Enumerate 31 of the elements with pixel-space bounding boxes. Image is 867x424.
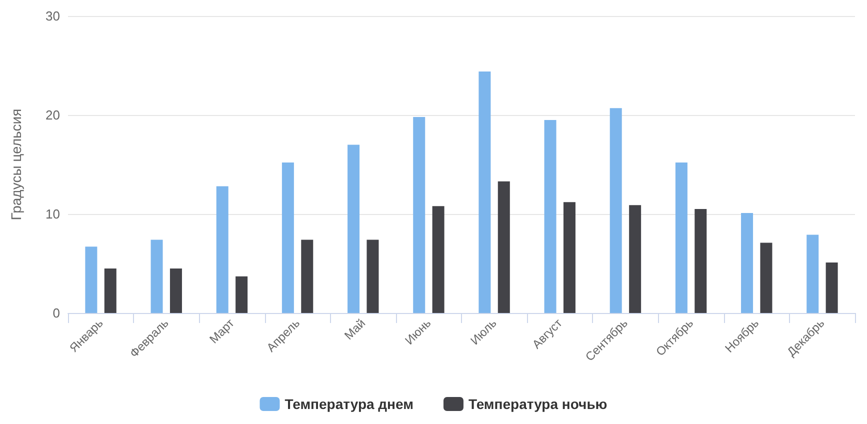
bar [432,206,444,313]
bar [544,120,556,313]
bar [563,202,576,313]
bar [806,234,819,313]
bar [741,213,754,313]
bar [170,268,182,313]
bar [85,246,98,313]
bar [236,276,248,313]
bar [366,240,379,313]
y-tick-label: 30 [46,8,60,24]
y-tick-label: 0 [52,306,60,320]
bar [498,181,510,313]
bar [282,162,294,313]
bar [301,240,314,313]
bar [150,240,163,313]
legend-label: Температура ночью [468,396,608,412]
bar [104,268,116,313]
bar [216,186,228,313]
y-tick-label: 10 [46,206,60,222]
bar [610,108,622,313]
bar [478,71,491,313]
bar [413,116,426,313]
bar [760,242,772,313]
bar [826,262,838,313]
legend-label: Температура днем [284,396,414,412]
bar [348,144,360,313]
bar [629,205,642,313]
bar [694,209,707,313]
bar [675,162,688,313]
y-tick-label: 20 [46,108,60,122]
y-axis-title: Градусы цельсия [8,108,24,220]
